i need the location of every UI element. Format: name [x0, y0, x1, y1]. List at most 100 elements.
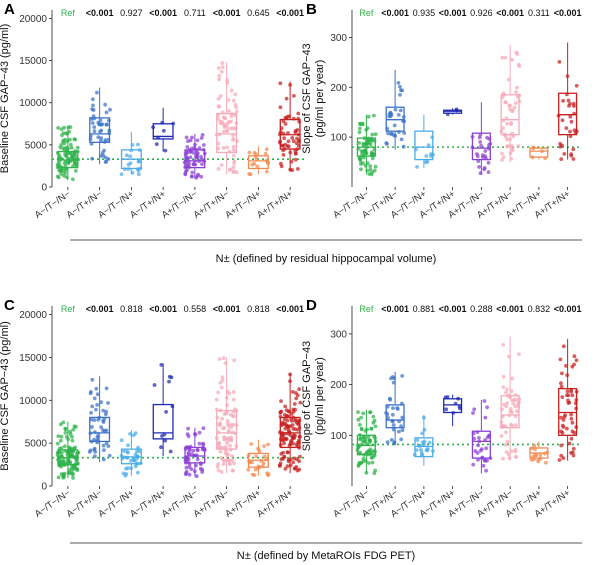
- data-point: [281, 143, 285, 148]
- data-point: [481, 463, 486, 468]
- data-point: [201, 143, 206, 147]
- box: [89, 117, 111, 143]
- data-point: [373, 164, 378, 169]
- box: [152, 403, 174, 440]
- data-point: [222, 458, 227, 463]
- data-point: [560, 118, 565, 123]
- data-point: [261, 461, 266, 466]
- data-point: [198, 466, 203, 471]
- panel-label: D: [306, 297, 317, 314]
- data-point: [283, 404, 288, 409]
- p-value-label: 0.818: [120, 304, 143, 314]
- data-point: [265, 169, 269, 174]
- data-point: [560, 371, 564, 376]
- y-axis-title-line: (pg/ml per year): [314, 60, 326, 138]
- data-point: [559, 157, 564, 162]
- data-point: [370, 132, 375, 137]
- data-point: [73, 445, 77, 450]
- data-point: [289, 159, 294, 164]
- p-value-label: <0.001: [439, 8, 467, 18]
- data-point: [183, 171, 188, 176]
- data-point: [216, 96, 221, 101]
- data-point: [103, 160, 108, 164]
- box: [184, 446, 206, 464]
- data-point: [221, 129, 226, 134]
- p-value-label: 0.711: [184, 8, 206, 18]
- box-group: [529, 145, 549, 161]
- data-point: [369, 455, 374, 460]
- data-point: [220, 416, 225, 421]
- data-point: [544, 460, 548, 465]
- y-tick-label: 200: [330, 83, 347, 94]
- data-point: [401, 144, 406, 149]
- data-point: [361, 456, 366, 461]
- data-point: [364, 141, 369, 146]
- data-point: [262, 454, 267, 459]
- data-point: [559, 429, 564, 434]
- data-point: [478, 133, 483, 137]
- data-point: [358, 423, 362, 427]
- data-point: [217, 74, 222, 78]
- data-point: [98, 129, 102, 134]
- data-point: [509, 121, 513, 125]
- y-tick-label: 15000: [19, 56, 47, 67]
- box: [471, 430, 491, 459]
- data-point: [216, 468, 221, 473]
- data-point: [571, 157, 576, 161]
- data-point: [288, 463, 293, 468]
- data-point: [471, 462, 476, 467]
- data-point: [457, 404, 462, 409]
- data-point: [68, 137, 72, 142]
- data-point: [398, 108, 403, 113]
- data-point: [385, 440, 390, 445]
- data-point: [231, 144, 236, 149]
- data-point: [217, 357, 222, 361]
- data-point: [515, 85, 519, 90]
- data-point: [368, 447, 373, 452]
- data-point: [393, 107, 398, 112]
- data-point: [105, 122, 109, 127]
- data-point: [95, 403, 99, 407]
- y-axis-title: Baseline CSF GAP−43 (pg/ml): [0, 24, 11, 173]
- p-value-label: 0.818: [247, 304, 270, 314]
- data-point: [135, 454, 140, 459]
- x-axis-title-bottom: N± (defined by MetaROIs FDG PET): [237, 550, 415, 562]
- data-point: [359, 415, 363, 420]
- y-axis-title: Slope of CSF GAP−43(pg/ml per year): [301, 341, 326, 451]
- data-point: [99, 425, 103, 429]
- box: [184, 149, 206, 169]
- y-tick-label: 0: [41, 482, 47, 493]
- data-point: [167, 379, 171, 384]
- y-axis-title-line: Baseline CSF GAP−43 (pg/ml): [0, 321, 11, 470]
- data-point: [569, 152, 574, 157]
- data-point: [364, 441, 369, 446]
- data-point: [228, 443, 233, 448]
- data-point: [388, 397, 392, 402]
- data-point: [501, 385, 506, 389]
- data-point: [227, 109, 231, 113]
- data-point: [477, 436, 481, 440]
- data-point: [61, 139, 65, 144]
- data-point: [90, 121, 95, 125]
- data-point: [65, 131, 69, 136]
- data-point: [231, 98, 236, 103]
- data-point: [292, 466, 297, 471]
- box-group: [499, 44, 522, 163]
- data-point: [93, 454, 97, 459]
- data-point: [121, 471, 126, 476]
- p-value-label: <0.001: [86, 8, 114, 18]
- data-point: [73, 169, 78, 173]
- data-point: [184, 135, 189, 140]
- data-point: [56, 126, 60, 130]
- data-point: [571, 147, 576, 152]
- data-point: [65, 450, 70, 454]
- box-group: [529, 441, 549, 465]
- data-point: [510, 57, 514, 62]
- data-point: [195, 457, 200, 462]
- data-point: [217, 104, 222, 109]
- data-point: [104, 110, 109, 115]
- p-value-label: <0.001: [554, 8, 582, 18]
- data-point: [298, 454, 302, 459]
- data-point: [69, 145, 74, 150]
- data-point: [284, 437, 289, 441]
